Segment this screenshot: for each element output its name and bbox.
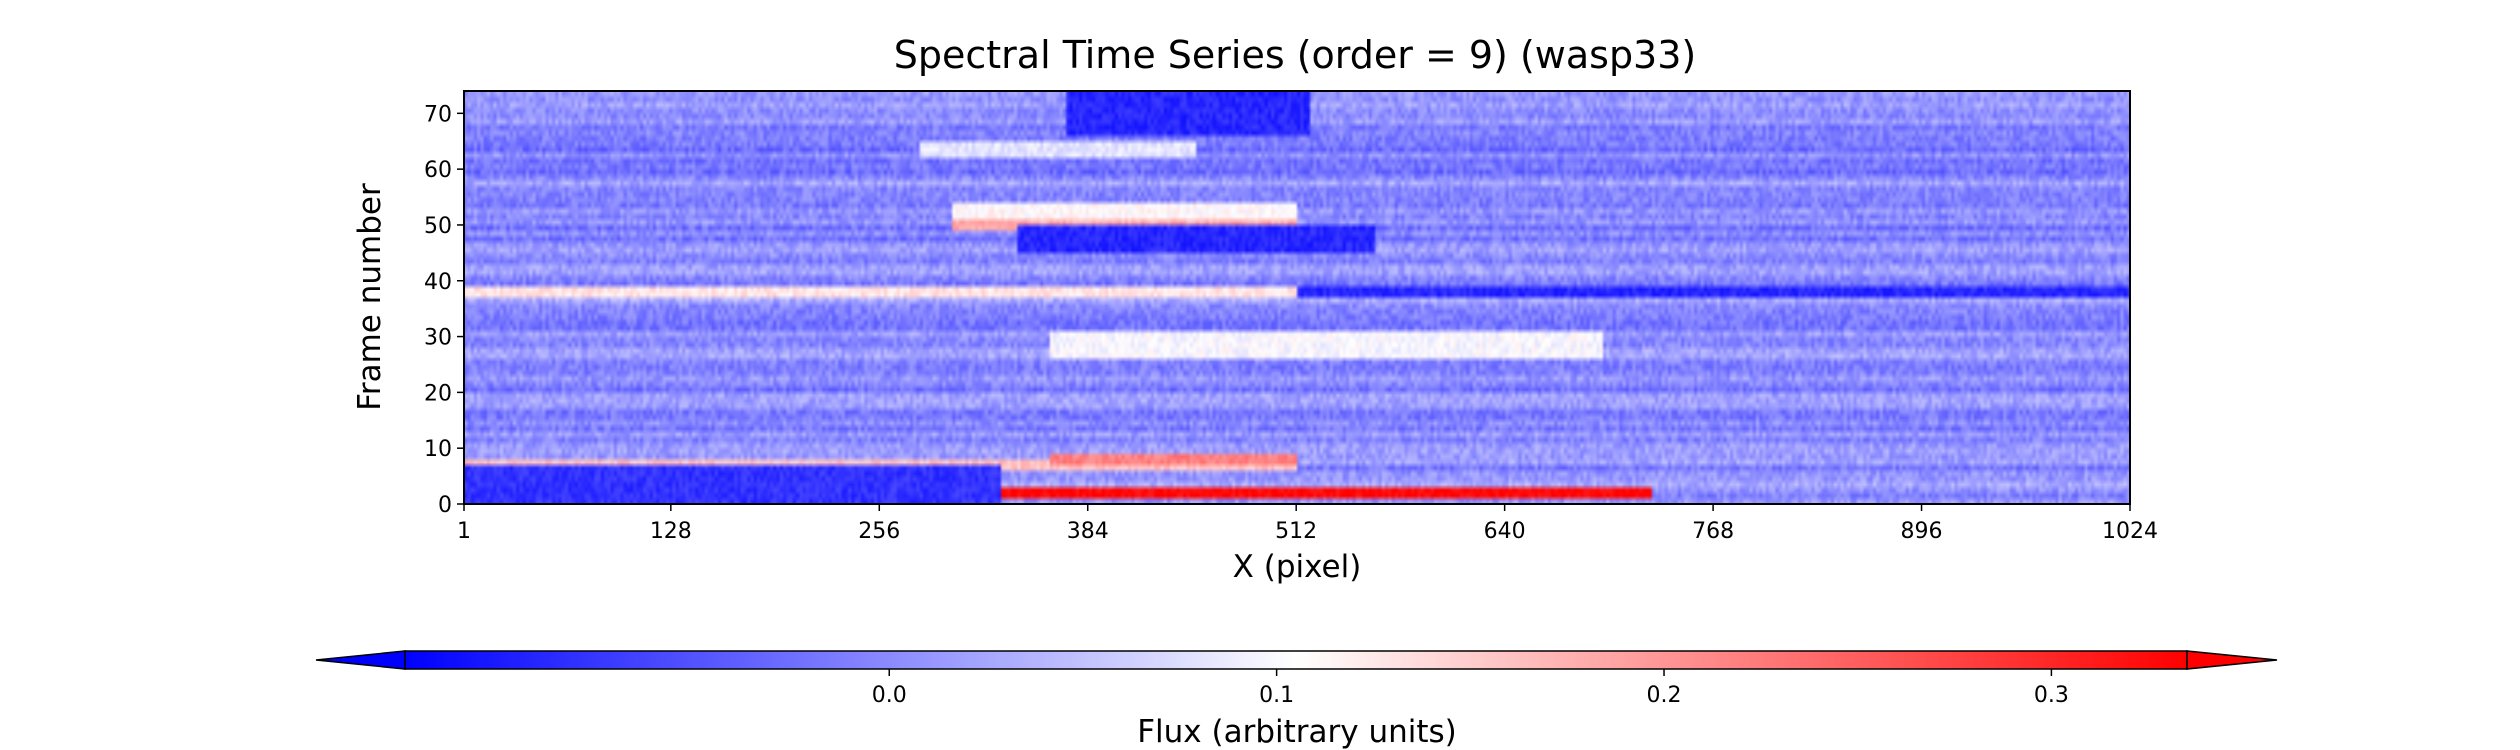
colorbar-ticks: 0.0 0.1 0.2 0.3: [872, 669, 2069, 708]
colorbar-tick-label: 0.3: [2034, 683, 2069, 708]
x-tick-label: 1: [457, 519, 471, 544]
y-tick-label: 70: [424, 102, 452, 127]
heatmap: [464, 91, 2130, 504]
y-tick-label: 20: [424, 381, 452, 406]
x-tick-label: 1024: [2102, 519, 2158, 544]
y-tick-label: 30: [424, 326, 452, 351]
x-tick-label: 640: [1484, 519, 1526, 544]
x-axis-label: X (pixel): [1233, 549, 1362, 585]
colorbar: 0.0 0.1 0.2 0.3: [315, 650, 2278, 708]
colorbar-tick-label: 0.2: [1647, 683, 1682, 708]
colorbar-extend-high: [2186, 650, 2278, 670]
x-tick-label: 768: [1692, 519, 1734, 544]
y-axis-ticks: 0 10 20 30 40 50 60 70: [424, 102, 464, 518]
y-axis-label: Frame number: [352, 183, 388, 411]
colorbar-tick-label: 0.0: [872, 683, 907, 708]
x-tick-label: 384: [1067, 519, 1109, 544]
y-tick-label: 60: [424, 158, 452, 183]
x-tick-label: 512: [1275, 519, 1317, 544]
colorbar-label: Flux (arbitrary units): [1137, 714, 1457, 750]
y-tick-label: 10: [424, 437, 452, 462]
x-axis-ticks: 1 128 256 384 512 640 768 896 1024: [457, 504, 2158, 544]
plot-frame: [463, 90, 2131, 505]
colorbar-extend-low: [315, 650, 406, 670]
y-tick-label: 50: [424, 214, 452, 239]
y-tick-label: 40: [424, 270, 452, 295]
chart-title: Spectral Time Series (order = 9) (wasp33…: [894, 33, 1697, 77]
x-tick-label: 256: [858, 519, 900, 544]
x-tick-label: 128: [650, 519, 692, 544]
heatmap-image: [464, 91, 2130, 504]
x-tick-label: 896: [1901, 519, 1943, 544]
colorbar-body: [404, 650, 2188, 670]
y-tick-label: 0: [438, 493, 452, 518]
colorbar-tick-label: 0.1: [1259, 683, 1294, 708]
